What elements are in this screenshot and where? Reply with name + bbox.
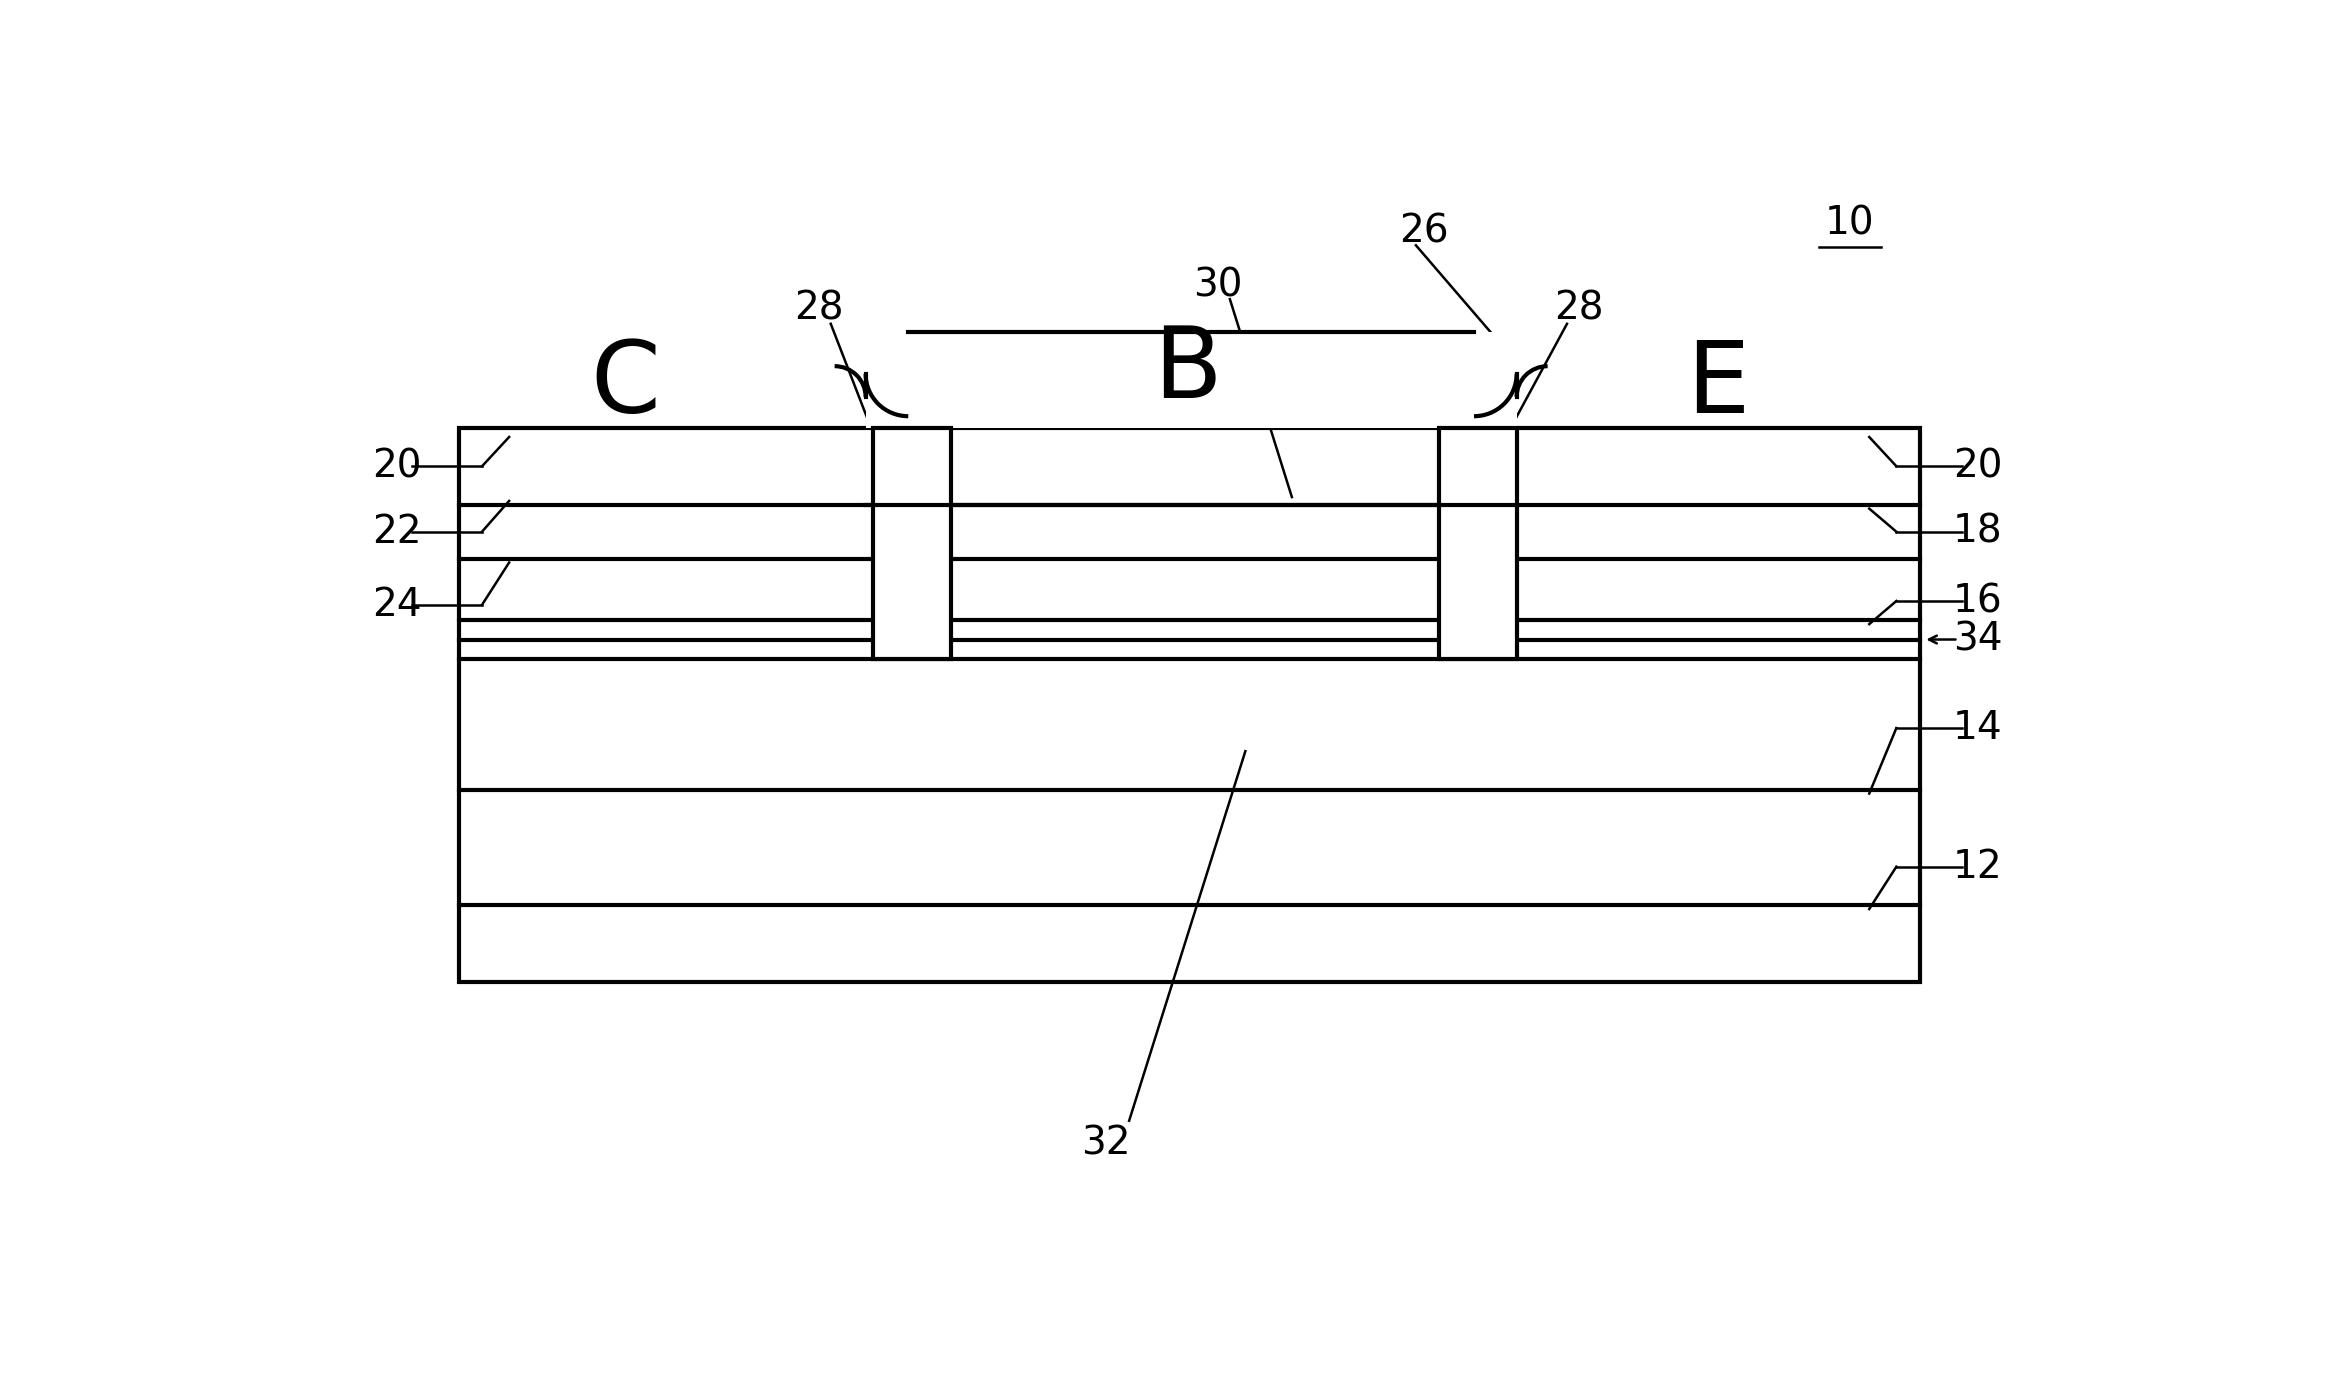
Bar (1440, 427, 1517, 658)
Text: 18: 18 (1954, 513, 2003, 550)
Text: 24: 24 (372, 586, 421, 624)
Bar (865, 332, 1517, 427)
Text: 28: 28 (1554, 289, 1603, 328)
Text: C: C (591, 337, 661, 434)
Text: 20: 20 (372, 447, 421, 485)
Text: 30: 30 (1194, 267, 1243, 304)
Text: B: B (1152, 321, 1222, 419)
Text: 26: 26 (1400, 213, 1449, 250)
Text: 14: 14 (1954, 709, 2003, 747)
Text: 22: 22 (372, 513, 421, 550)
Text: 16: 16 (1954, 582, 2003, 620)
Text: 12: 12 (1954, 848, 2003, 885)
Text: 28: 28 (795, 289, 844, 328)
Text: 10: 10 (1825, 205, 1874, 243)
Bar (458, 427, 1919, 982)
Text: E: E (1687, 337, 1750, 434)
Bar (874, 427, 951, 658)
Text: 20: 20 (1954, 447, 2003, 485)
Text: 32: 32 (1082, 1124, 1131, 1163)
Text: 34: 34 (1954, 621, 2003, 658)
